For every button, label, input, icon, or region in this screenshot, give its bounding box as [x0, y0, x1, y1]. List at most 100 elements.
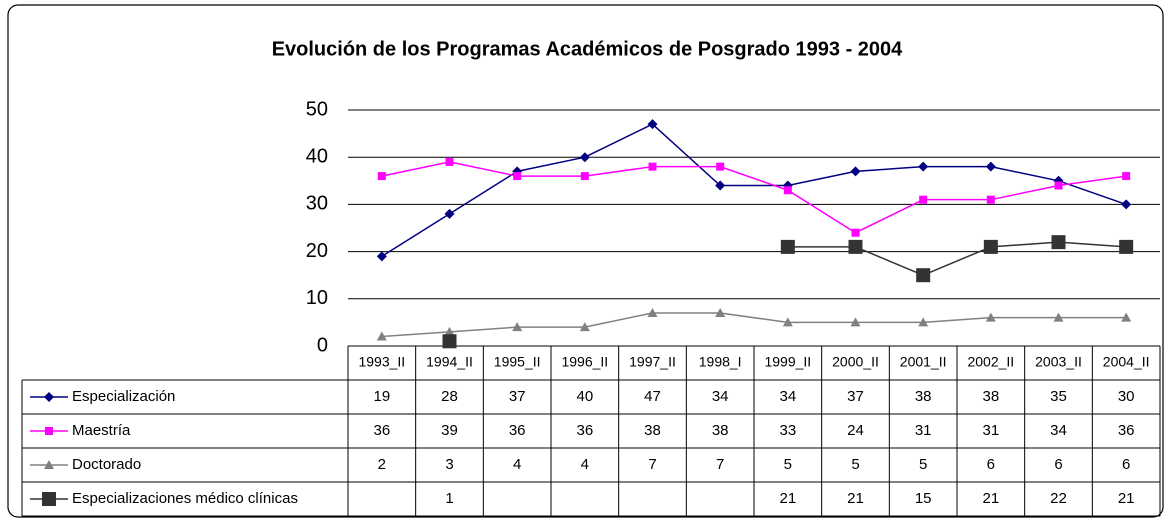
marker — [715, 180, 726, 191]
marker — [918, 317, 929, 327]
table-value: 6 — [987, 456, 995, 473]
marker — [985, 161, 996, 172]
series-line — [381, 161, 1127, 234]
x-tick-label: 1998_I — [699, 354, 742, 370]
marker — [444, 208, 455, 219]
table-value: 24 — [847, 422, 864, 439]
y-tick-label: 20 — [306, 240, 328, 262]
marker — [985, 312, 996, 322]
y-tick-label: 50 — [306, 98, 328, 120]
x-tick-label: 1995_II — [494, 354, 541, 370]
chart-border — [7, 4, 1164, 518]
table-value: 38 — [712, 422, 729, 439]
marker — [647, 119, 658, 130]
marker — [1119, 239, 1134, 254]
marker — [513, 172, 522, 181]
table-value: 7 — [648, 456, 656, 473]
y-tick-label: 10 — [306, 287, 328, 309]
marker — [1121, 199, 1132, 210]
marker — [1122, 172, 1131, 181]
table-value: 35 — [1050, 388, 1067, 405]
marker — [1054, 181, 1063, 190]
table-value: 36 — [509, 422, 526, 439]
marker — [442, 334, 457, 349]
legend-marker — [44, 460, 54, 469]
x-tick-label: 2003_II — [1035, 354, 1082, 370]
marker — [986, 195, 995, 204]
marker — [916, 268, 931, 283]
table-value: 38 — [915, 388, 932, 405]
table-value: 5 — [919, 456, 927, 473]
series-line — [381, 123, 1127, 257]
table-value: 36 — [1118, 422, 1135, 439]
table-value: 5 — [784, 456, 792, 473]
marker — [782, 317, 793, 327]
table-value: 19 — [373, 388, 390, 405]
table-value: 6 — [1122, 456, 1130, 473]
table-value: 34 — [779, 388, 796, 405]
table-value: 40 — [576, 388, 593, 405]
table-value: 21 — [1118, 490, 1135, 507]
marker — [377, 172, 386, 181]
marker — [648, 162, 657, 171]
table-value: 21 — [847, 490, 864, 507]
table-value: 30 — [1118, 388, 1135, 405]
table-value: 37 — [509, 388, 526, 405]
marker — [376, 331, 387, 341]
table-value: 36 — [576, 422, 593, 439]
marker — [716, 162, 725, 171]
chart-title: Evolución de los Programas Académicos de… — [272, 38, 903, 60]
marker — [647, 307, 658, 317]
table-value: 31 — [915, 422, 932, 439]
series-line — [787, 241, 1127, 277]
x-tick-label: 2001_II — [900, 354, 947, 370]
legend-marker — [42, 492, 56, 506]
table-value: 3 — [445, 456, 453, 473]
marker — [780, 239, 795, 254]
series-line — [381, 312, 1127, 338]
marker — [445, 157, 454, 166]
table-value: 21 — [982, 490, 999, 507]
marker — [848, 239, 863, 254]
table-value: 28 — [441, 388, 458, 405]
marker — [579, 152, 590, 163]
marker — [715, 307, 726, 317]
x-tick-label: 1997_II — [629, 354, 676, 370]
marker — [444, 326, 455, 336]
table-value: 38 — [982, 388, 999, 405]
marker — [376, 251, 387, 262]
marker — [783, 186, 792, 195]
x-tick-label: 2000_II — [832, 354, 879, 370]
x-tick-label: 1993_II — [358, 354, 405, 370]
y-tick-label: 0 — [317, 334, 328, 356]
marker — [850, 166, 861, 177]
legend-label: Doctorado — [72, 456, 141, 473]
y-tick-label: 40 — [306, 145, 328, 167]
legend-label: Maestría — [72, 422, 131, 439]
table-value: 47 — [644, 388, 661, 405]
table-value: 4 — [513, 456, 521, 473]
x-tick-label: 2004_II — [1103, 354, 1150, 370]
table-value: 36 — [373, 422, 390, 439]
table-value: 15 — [915, 490, 932, 507]
marker — [918, 161, 929, 172]
legend-marker — [44, 392, 54, 402]
marker — [1053, 312, 1064, 322]
table-value: 1 — [445, 490, 453, 507]
legend-label: Especialización — [72, 388, 175, 405]
table-value: 37 — [847, 388, 864, 405]
table-value: 31 — [982, 422, 999, 439]
marker — [919, 195, 928, 204]
table-value: 22 — [1050, 490, 1067, 507]
marker — [850, 317, 861, 327]
marker — [983, 239, 998, 254]
marker — [579, 322, 590, 332]
marker — [851, 228, 860, 237]
x-tick-label: 1996_II — [561, 354, 608, 370]
marker — [1051, 235, 1066, 250]
table-value: 39 — [441, 422, 458, 439]
table-value: 34 — [1050, 422, 1067, 439]
table-value: 21 — [779, 490, 796, 507]
table-value: 2 — [378, 456, 386, 473]
